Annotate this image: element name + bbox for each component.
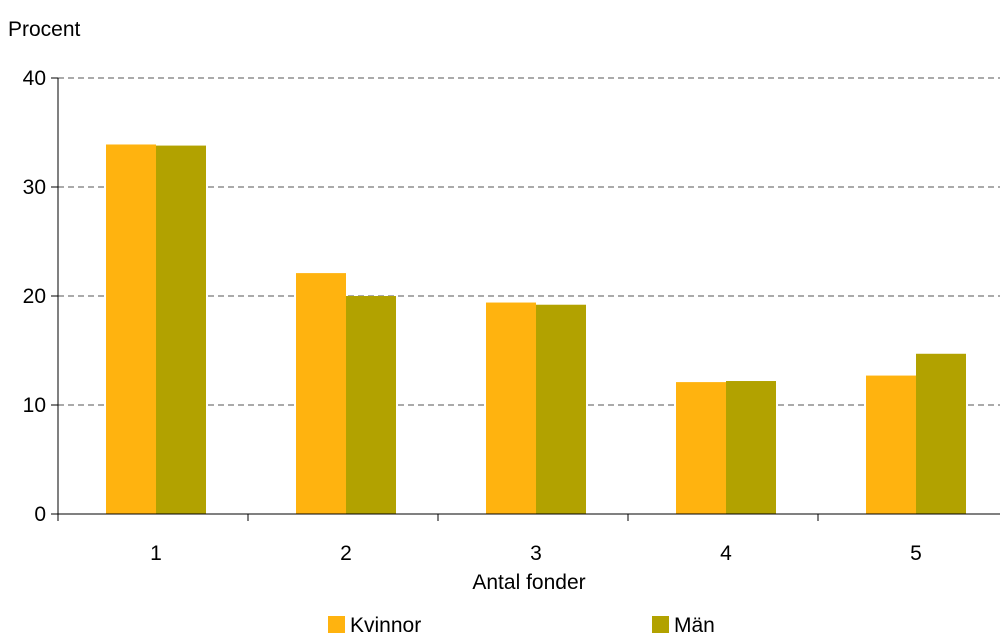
bar-män [156, 145, 206, 514]
y-tick-label: 0 [34, 503, 46, 526]
bar-män [726, 381, 776, 514]
bar-kvinnor [486, 302, 536, 514]
bar-kvinnor [106, 144, 156, 515]
y-tick-label: 40 [23, 67, 46, 90]
x-tick-label: 5 [910, 542, 922, 565]
y-tick-label: 20 [23, 285, 46, 308]
bars [106, 144, 966, 515]
x-axis-title: Antal fonder [472, 571, 585, 594]
legend: Kvinnor Män [328, 614, 715, 637]
y-tick-label: 10 [23, 394, 46, 417]
bar-kvinnor [866, 375, 916, 514]
x-tick-label: 3 [530, 542, 542, 565]
x-tick-label: 4 [720, 542, 732, 565]
legend-swatch-män [652, 616, 669, 633]
axes: 0 10 20 30 40 1 2 3 4 5 [23, 67, 1000, 565]
x-tick-label: 2 [340, 542, 352, 565]
x-tick-label: 1 [150, 542, 162, 565]
legend-swatch-kvinnor [328, 616, 345, 633]
bar-män [536, 304, 586, 514]
y-tick-label: 30 [23, 176, 46, 199]
legend-label: Kvinnor [350, 614, 421, 635]
y-axis-title: Procent [8, 18, 81, 41]
bar-män [346, 296, 396, 514]
bar-kvinnor [296, 273, 346, 514]
bar-kvinnor [676, 382, 726, 514]
bar-män [916, 353, 966, 514]
legend-label: Män [674, 614, 715, 635]
